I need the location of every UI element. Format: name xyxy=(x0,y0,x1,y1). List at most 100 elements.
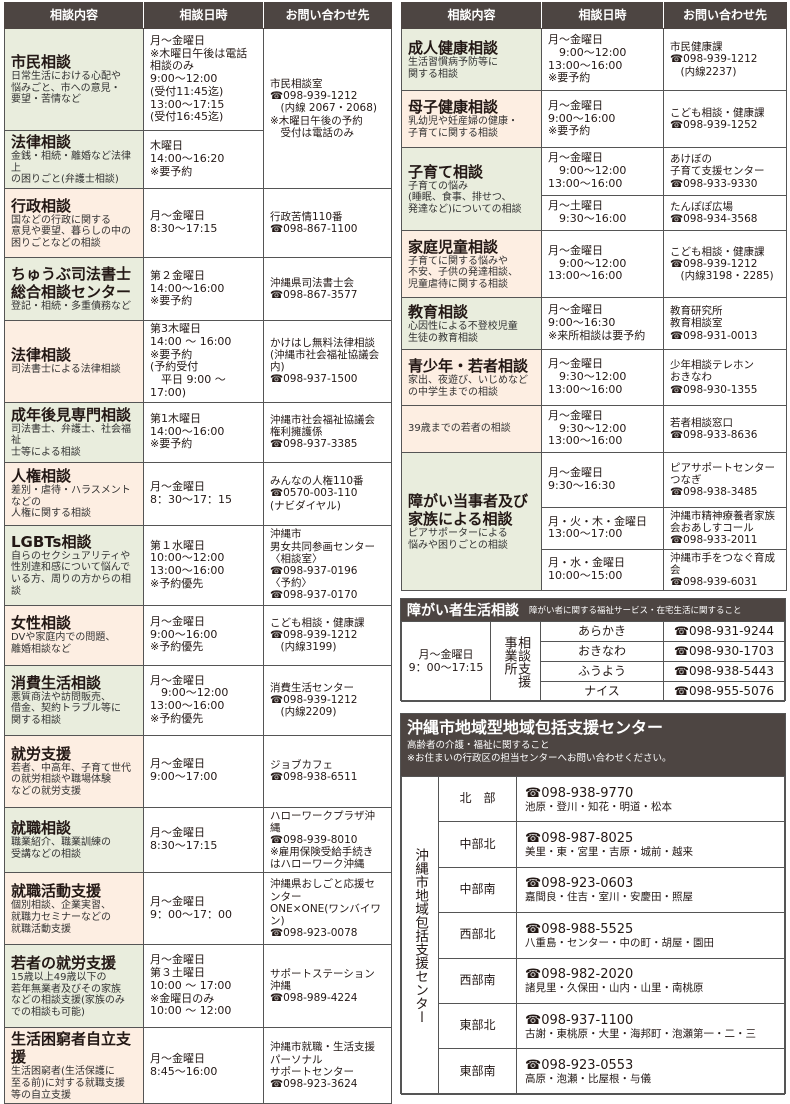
care-center-side-label-cell: 沖縄市地域包括支援センター xyxy=(401,776,439,1095)
consultation-category: 成人健康相談 生活習慣病予防等に 関する相談 xyxy=(401,28,542,91)
office-row: 月～金曜日 9：00～17:15 相談支援 事業所 あらかき ☎098-931-924… xyxy=(401,621,785,702)
consultation-category: 消費生活相談 悪質商法や訪問販売、 借金、契約トラブル等に 関する相談 xyxy=(4,664,144,736)
office-name: おきなわ xyxy=(540,641,664,662)
category-title: 障がい当事者及び 家族による相談 xyxy=(408,491,529,528)
category-description: 子育ての悩み (睡眠、食事、排せつ、 発達など)についての相談 xyxy=(408,180,522,215)
consultation-schedule: 月～金曜日 9:00～17:00 xyxy=(143,734,264,808)
area-row: 西部南 ☎098-982-2020 諸見里・久保田・山内・山里・南桃原 xyxy=(402,957,785,1004)
area-districts: 八重島・センター・中の町・胡屋・園田 xyxy=(525,936,714,949)
contact-info: 市民健康課 ☎098-939-1212 (内線2237) xyxy=(663,28,787,91)
area-districts: 嘉間良・住吉・室川・安慶田・照屋 xyxy=(525,891,693,904)
consultation-category: 家庭児童相談 子育てに関する悩みや 不安、子供の発達相談、 児童虐待に関する相談 xyxy=(401,230,542,298)
consultation-category: 成年後見専門相談 司法書士、弁護士、社会福祉 士等による相談 xyxy=(4,401,144,463)
contact-info: 少年相談テレホン おきなわ ☎098-930-1355 xyxy=(663,349,787,406)
area-row: 沖縄市地域包括支援センター北 部 ☎098-938-9770 池原・登川・知花・明道… xyxy=(401,775,785,1095)
consultation-schedule: 月～金曜日 9:00～16:00 ※予約優先 xyxy=(143,604,264,666)
consultation-schedule: 月～金曜日 9:00～12:00 13:00～16:00 ※要予約 xyxy=(541,28,664,91)
consultation-row: 障がい当事者及び 家族による相談 ピアサポーターによる 悩みや困りごとの相談 月～金… xyxy=(401,451,787,592)
area-name: 西部南 xyxy=(438,957,517,1004)
consultation-schedule: 月・水・金曜日 10:00～15:00 xyxy=(541,548,664,592)
consultation-category: 人権相談 差別・虐待・ハラスメントなどの 人権に関する相談 xyxy=(4,461,144,526)
consultation-schedule: 月～金曜日 ※木曜日午後は電話相談のみ 9:00～12:00 (受付11:45迄… xyxy=(143,28,264,131)
consultation-schedule: 木曜日 14:00～16:20 ※要予約 xyxy=(143,130,264,189)
consultation-row: 月・水・金曜日 10:00～15:00 沖縄市手をつなぐ育成会 ☎098-939-… xyxy=(402,548,787,592)
consultation-schedule: 月～金曜日 9:30～12:00 13:00～16:00 xyxy=(541,405,664,453)
category-description: 39歳までの若者の相談 xyxy=(408,423,511,435)
area-row: 東部南 ☎098-923-0553 高原・泡瀬・比屋根・与儀 xyxy=(402,1048,785,1095)
category-title: 消費生活相談 xyxy=(11,673,102,692)
consultation-row: 母子健康相談 乳幼児や妊産婦の健康・ 子育てに関する相談 月～金曜日 9:00～16… xyxy=(401,90,787,148)
area-name: 東部北 xyxy=(438,1002,517,1050)
category-title: 生活困窮者自立支援 xyxy=(11,1030,132,1067)
area-phone: ☎098-923-0553 xyxy=(525,1057,634,1073)
area-contact: ☎098-923-0553 高原・泡瀬・比屋根・与儀 xyxy=(516,1048,785,1095)
area-name: 北 部 xyxy=(438,775,517,823)
area-phone: ☎098-982-2020 xyxy=(525,967,634,983)
contact-info: 沖縄市 男女共同参画センター 〈相談室〉 ☎098-937-0196 〈予約〉 … xyxy=(263,524,392,606)
category-title: 家庭児童相談 xyxy=(408,237,499,256)
consultation-category: 障がい当事者及び 家族による相談 ピアサポーターによる 悩みや困りごとの相談 xyxy=(401,451,542,592)
disability-box-title: 障がい者生活相談 xyxy=(407,603,519,619)
column-header: お問い合わせ先 xyxy=(263,2,392,29)
office-phone: ☎098-930-1703 xyxy=(663,641,785,662)
consultation-row: 行政相談 国などの行政に関する 意見や要望、暮らしの中の 困りごとなどの相談 月～金… xyxy=(4,188,392,258)
category-description: 若者、中高年、子育て世代 の就労相談や職場体験 などの就労支援 xyxy=(11,762,131,797)
consultation-schedule: 月～金曜日 8:30～17:15 xyxy=(143,806,264,874)
office-row: ふうよう ☎098-938-5443 xyxy=(402,661,785,682)
area-name: 中部北 xyxy=(438,821,517,868)
category-title: 女性相談 xyxy=(11,614,72,633)
area-row: 東部北 ☎098-937-1100 古謝・東桃原・大里・海邦町・泡瀬第一・二・三 xyxy=(402,1002,785,1050)
left-consultation-table: 相談内容 相談日時 お問い合わせ先 市民相談 日常生活における心配や 悩みごと、市への意… xyxy=(4,2,392,1104)
office-name: ナイス xyxy=(540,681,664,702)
area-row: 中部南 ☎098-923-0603 嘉間良・住吉・室川・安慶田・照屋 xyxy=(402,866,785,914)
consultation-row: 家庭児童相談 子育てに関する悩みや 不安、子供の発達相談、 児童虐待に関する相談月… xyxy=(401,230,787,298)
consultation-schedule: 第１水曜日 10:00～12:00 13:00～16:00 ※予約優先 xyxy=(143,524,264,606)
consultation-category: 39歳までの若者の相談 xyxy=(401,405,542,453)
consultation-category: ちゅうぶ司法書士 総合相談センター 登記・相続・多重債務など xyxy=(4,257,144,321)
contact-info: 沖縄市就職・生活支援 パーソナル サポートセンター ☎098-923-3624 xyxy=(263,1027,392,1104)
area-contact: ☎098-937-1100 古謝・東桃原・大里・海邦町・泡瀬第一・二・三 xyxy=(516,1002,785,1050)
contact-info: こども相談・健康課 ☎098-939-1252 xyxy=(663,90,787,148)
consultation-category: 青少年・若者相談 家出、夜遊び、いじめなど の中学生までの相談 xyxy=(401,349,542,406)
consultation-row: 月・火・木・金曜日 13:00～17:00 沖縄市精神療養者家族 会おあしすコール… xyxy=(402,507,787,550)
consultation-row: 子育て相談 子育ての悩み (睡眠、食事、排せつ、 発達など)についての相談 月～金曜… xyxy=(401,147,787,231)
category-title: ちゅうぶ司法書士 総合相談センター xyxy=(11,265,132,302)
office-name: ふうよう xyxy=(540,661,664,682)
contact-info: 沖縄市社会福祉協議会 権利擁護係 ☎098-937-3385 xyxy=(263,401,392,463)
consultation-row: 就労支援 若者、中高年、子育て世代 の就労相談や職場体験 などの就労支援 月～金曜日… xyxy=(4,734,392,808)
area-contact: ☎098-982-2020 諸見里・久保田・山内・山里・南桃原 xyxy=(516,957,785,1004)
category-title: 若者の就労支援 xyxy=(11,954,117,973)
contact-info: 沖縄県おしごと応援センター ONE×ONE(ワンバイワン) ☎098-923-0… xyxy=(263,872,392,946)
consultation-row: 法律相談 金銭・相続・離婚など法律上 の困りごと(弁護士相談) 木曜日 14:00～… xyxy=(4,130,392,189)
category-description: 悪質商法や訪問販売、 借金、契約トラブル等に 関する相談 xyxy=(11,691,121,726)
contact-info: 沖縄市精神療養者家族 会おあしすコール ☎098-933-2011 xyxy=(663,507,787,550)
consultation-row: 法律相談 司法書士による法律相談 第3木曜日 14:00 ～ 16:00 ※要予約 … xyxy=(4,320,392,403)
area-districts: 池原・登川・知花・明道・松本 xyxy=(525,800,672,813)
category-description: 15歳以上49歳以下の 若年無業者及びその家族 などの相談支援(家族のみ での相… xyxy=(11,972,125,1018)
right-consultation-table: 相談内容 相談日時 お問い合わせ先 成人健康相談 生活習慣病予防等に 関する相談 月～金曜… xyxy=(401,2,787,592)
disability-schedule: 月～金曜日 9：00～17:15 xyxy=(401,621,491,702)
area-districts: 高原・泡瀬・比屋根・与儀 xyxy=(525,1072,651,1085)
category-title: 成人健康相談 xyxy=(408,38,499,57)
consultation-category: 母子健康相談 乳幼児や妊産婦の健康・ 子育てに関する相談 xyxy=(401,90,542,148)
area-contact: ☎098-987-8025 美里・東・宮里・吉原・城前・越来 xyxy=(516,821,785,868)
consultation-row: ちゅうぶ司法書士 総合相談センター 登記・相続・多重債務など 第２金曜日 14:00… xyxy=(4,257,392,321)
consultation-category: 生活困窮者自立支援 生活困窮者(生活保護に 至る前)に対する就職支援 等の自立支援 xyxy=(4,1027,144,1104)
contact-info: サポートステーション 沖縄 ☎098-989-4224 xyxy=(263,944,392,1029)
consultation-row: 生活困窮者自立支援 生活困窮者(生活保護に 至る前)に対する就職支援 等の自立支援… xyxy=(4,1027,392,1104)
category-title: 就労支援 xyxy=(11,744,72,763)
category-title: 人権相談 xyxy=(11,467,72,486)
office-label: 相談支援 事業所 xyxy=(501,635,531,688)
consultation-schedule: 月～金曜日 第３土曜日 10:00 ～ 17:00 ※金曜日のみ 10:00 ～… xyxy=(143,944,264,1029)
table-header-row: 相談内容 相談日時 お問い合わせ先 xyxy=(4,2,392,29)
category-description: 差別・虐待・ハラスメントなどの 人権に関する相談 xyxy=(11,485,131,520)
contact-info: ピアサポートセンター つなぎ ☎098-938-3485 xyxy=(663,452,787,508)
category-description: 生活習慣病予防等に 関する相談 xyxy=(408,56,498,80)
community-care-center-box: 沖縄市地域型地域包括支援センター 高齢者の介護・福祉に関すること ※お住まいの行… xyxy=(400,713,786,1095)
category-description: 個別相談、企業実習、 就職力セミナーなどの 就職活動支援 xyxy=(11,900,111,935)
category-title: 就職相談 xyxy=(11,819,72,838)
contact-info: 若者相談窓口 ☎098-933-8636 xyxy=(663,405,787,453)
category-title: LGBTs相談 xyxy=(11,532,92,551)
category-title: 青少年・若者相談 xyxy=(408,356,529,375)
consultation-row: 成年後見専門相談 司法書士、弁護士、社会福祉 士等による相談 第1木曜日 14:00… xyxy=(4,401,392,463)
